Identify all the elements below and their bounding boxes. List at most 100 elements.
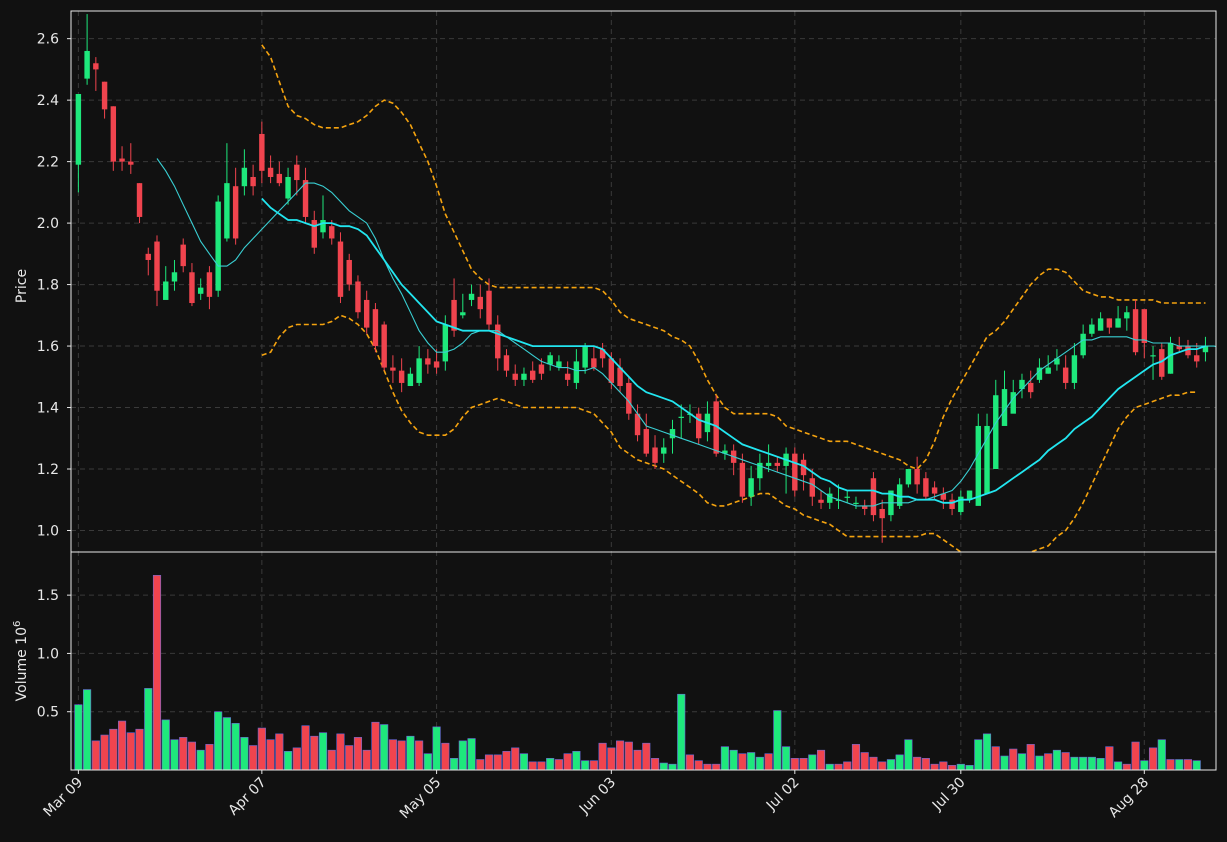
candle-body <box>1054 358 1060 365</box>
candle-body <box>460 312 466 316</box>
candle-body <box>792 453 798 491</box>
candle-body <box>1176 346 1182 350</box>
candle-body <box>1141 309 1148 343</box>
candle-body <box>521 373 527 380</box>
candle-body <box>844 496 850 498</box>
volume-bar <box>1087 756 1096 771</box>
volume-bar <box>196 749 205 771</box>
candle-body <box>119 158 125 162</box>
volume-bar <box>406 735 415 771</box>
volume-bar <box>572 751 581 771</box>
volume-bar <box>519 753 529 771</box>
candle-body <box>276 173 283 184</box>
candle-body <box>547 355 553 365</box>
candle-body <box>110 106 117 162</box>
candle-body <box>923 478 929 497</box>
volume-bars <box>74 575 1201 771</box>
volume-bar <box>388 739 397 771</box>
candle-body <box>564 373 571 380</box>
volume-bar <box>659 762 668 771</box>
volume-bar <box>126 732 135 771</box>
volume-bar <box>712 763 721 771</box>
volume-bar <box>965 765 974 771</box>
candle-body <box>451 299 457 331</box>
candle-body <box>1167 342 1174 374</box>
vertical-grid <box>77 11 1145 770</box>
candle-body <box>84 50 90 79</box>
volume-bar <box>170 739 179 771</box>
candle-body <box>765 462 772 466</box>
volume-bar <box>1192 760 1201 771</box>
candle-body <box>940 493 947 500</box>
candle-body <box>285 176 291 199</box>
candle-body <box>75 93 82 165</box>
candle-body <box>1124 312 1130 319</box>
volume-bar <box>537 761 546 771</box>
volume-bar <box>668 763 677 771</box>
volume-bar <box>921 758 930 771</box>
candle-body <box>442 324 449 362</box>
candle-body <box>381 324 387 368</box>
volume-bar <box>1122 763 1131 771</box>
candle-body <box>905 469 912 485</box>
short-moving-average-line <box>156 158 1216 507</box>
volume-bar <box>179 737 188 771</box>
volume-bar <box>773 710 782 771</box>
bollinger-bands <box>261 44 1206 552</box>
candle-body <box>477 296 483 310</box>
volume-bar <box>257 727 266 771</box>
volume-bar <box>886 759 895 771</box>
candle-body <box>171 272 178 282</box>
volume-bar <box>782 746 791 771</box>
candle-body <box>862 505 868 509</box>
candle-body <box>390 367 396 371</box>
volume-bar <box>913 756 922 771</box>
volume-bar <box>336 733 345 771</box>
volume-bar <box>1114 761 1123 771</box>
candle-body <box>1159 349 1165 377</box>
candle-body <box>739 462 746 497</box>
volume-bar <box>205 744 214 771</box>
candle-body <box>599 349 606 359</box>
candle-body <box>757 462 763 479</box>
candle-body <box>538 364 545 374</box>
price-axis-label: Price <box>14 269 30 303</box>
price-tick-label: 1.2 <box>37 462 59 478</box>
candle-body <box>398 370 405 383</box>
candle-body <box>914 469 920 485</box>
volume-bar <box>1070 756 1079 771</box>
candle-body <box>372 309 379 347</box>
candle-body <box>267 167 274 177</box>
volume-bar <box>729 749 738 771</box>
candle-body <box>512 373 518 380</box>
candle-body <box>1036 367 1043 380</box>
candle-body <box>189 272 195 304</box>
candle-body <box>329 226 335 239</box>
volume-bar <box>231 723 240 771</box>
volume-bar <box>415 740 424 771</box>
volume-bar <box>860 752 869 771</box>
candle-body <box>678 416 684 418</box>
volume-tick-label: 1.5 <box>37 588 59 604</box>
volume-bar <box>624 741 633 771</box>
volume-bar <box>703 763 712 771</box>
volume-bar <box>135 728 144 771</box>
volume-bar <box>292 747 301 771</box>
volume-bar <box>266 739 275 771</box>
candle-body <box>407 373 414 387</box>
volume-bar <box>493 754 502 771</box>
candle-body <box>416 358 422 383</box>
volume-bar <box>441 742 450 771</box>
volume-bar <box>161 719 170 771</box>
candle-body <box>949 499 955 509</box>
price-tick-label: 1.4 <box>37 401 59 417</box>
volume-bar <box>109 728 118 771</box>
candles <box>75 14 1209 543</box>
candle-body <box>1185 346 1191 356</box>
volume-bar <box>1026 744 1035 771</box>
candle-body <box>197 287 204 294</box>
volume-tick-label: 0.5 <box>37 705 59 721</box>
volume-bar <box>1009 748 1018 771</box>
volume-bar <box>152 575 162 771</box>
volume-bar <box>100 734 109 771</box>
